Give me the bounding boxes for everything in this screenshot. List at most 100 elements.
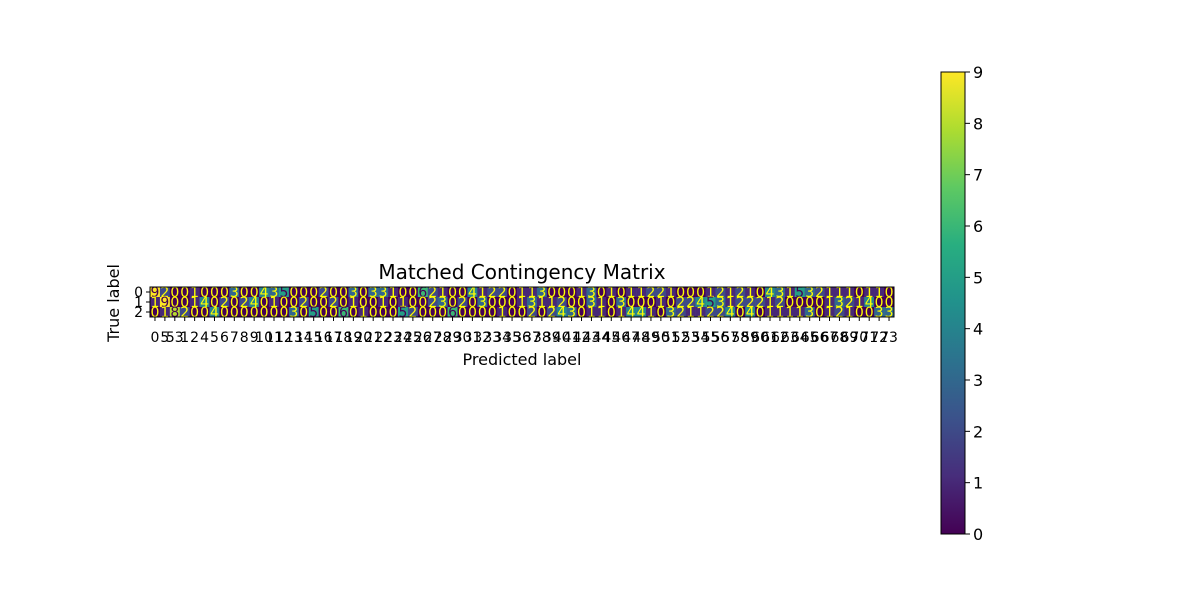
heatmap-cell-value: 0 <box>299 305 308 321</box>
x-tick-label: 0 <box>150 330 159 346</box>
heatmap-cell <box>308 297 319 308</box>
heatmap-cell-value: 1 <box>696 305 705 321</box>
heatmap-cell <box>735 297 746 308</box>
heatmap-cell <box>794 297 806 308</box>
heatmap-cell-value: 3 <box>716 295 725 311</box>
heatmap-cell-value: 0 <box>418 305 427 321</box>
heatmap-cell-value: 1 <box>438 285 447 301</box>
heatmap-cell <box>596 307 607 318</box>
heatmap-cell-value: 1 <box>845 305 854 321</box>
heatmap-cell <box>477 297 488 308</box>
x-tick-label: 46 <box>612 330 630 346</box>
heatmap-cell <box>765 287 776 298</box>
heatmap-cell-value: 0 <box>289 295 298 311</box>
heatmap-cell <box>229 297 240 308</box>
heatmap-cell <box>655 307 667 318</box>
colorbar-tick-label: 4 <box>973 320 983 339</box>
heatmap-cell-value: 8 <box>170 305 179 321</box>
x-tick-label: 2 <box>190 330 199 346</box>
heatmap-cell <box>695 307 706 318</box>
heatmap-cell <box>685 287 696 298</box>
heatmap-cell <box>437 287 448 298</box>
heatmap-cell <box>774 307 786 318</box>
heatmap-cell-value: 0 <box>210 285 219 301</box>
heatmap-cell-value: 2 <box>845 295 854 311</box>
x-tick-label: 37 <box>523 330 541 346</box>
heatmap-cell <box>566 287 577 298</box>
heatmap-cell <box>546 297 558 308</box>
heatmap-cell <box>526 307 538 318</box>
x-tick-label: 45 <box>602 330 620 346</box>
y-tick-label: 0 <box>134 285 143 301</box>
heatmap-cell-value: 0 <box>567 295 576 311</box>
heatmap-cell <box>417 307 429 318</box>
heatmap-cell-value: 1 <box>389 285 398 301</box>
heatmap-cell-value: 4 <box>557 305 566 321</box>
heatmap-cell-value: 1 <box>825 305 834 321</box>
heatmap-cell-value: 1 <box>855 295 864 311</box>
heatmap-cell-value: 0 <box>508 305 517 321</box>
heatmap-cell-value: 2 <box>686 295 695 311</box>
x-tick-label: 20 <box>354 330 372 346</box>
heatmap-cell <box>606 297 617 308</box>
heatmap-cell-value: 2 <box>716 285 725 301</box>
x-tick-label: 6 <box>220 330 229 346</box>
heatmap-cell <box>556 297 567 308</box>
heatmap-cell-value: 0 <box>190 305 199 321</box>
x-tick-label: 65 <box>801 330 819 346</box>
heatmap-cell-value: 3 <box>379 285 388 301</box>
heatmap-cell-value: 0 <box>279 305 288 321</box>
heatmap-cell-value: 1 <box>518 295 527 311</box>
heatmap-cell <box>774 297 786 308</box>
heatmap-cell-value: 0 <box>339 295 348 311</box>
colorbar-tick-label: 8 <box>973 114 983 133</box>
heatmap-cell-value: 2 <box>557 295 566 311</box>
heatmap-cell-value: 1 <box>398 295 407 311</box>
x-tick-label: 50 <box>652 330 670 346</box>
heatmap-cell <box>824 287 835 298</box>
heatmap-cell-value: 1 <box>666 285 675 301</box>
x-tick-label: 59 <box>741 330 759 346</box>
heatmap-cell <box>517 297 528 308</box>
heatmap-cell <box>864 307 875 318</box>
heatmap-cell <box>665 307 677 318</box>
heatmap-cell <box>249 307 260 318</box>
heatmap-cell-value: 1 <box>686 305 695 321</box>
heatmap-cell <box>318 307 329 318</box>
heatmap-cell <box>239 307 250 318</box>
heatmap-cell <box>546 287 558 298</box>
x-tick-label: 44 <box>592 330 610 346</box>
heatmap-cell <box>388 307 399 318</box>
heatmap-cell <box>298 297 310 308</box>
heatmap-cell <box>417 287 429 298</box>
x-axis-label: Predicted label <box>463 350 582 369</box>
heatmap-cell <box>239 297 250 308</box>
x-tick-label: 34 <box>493 330 511 346</box>
x-tick-label: 26 <box>414 330 432 346</box>
heatmap-cell <box>685 297 696 308</box>
heatmap-cell <box>556 307 567 318</box>
heatmap-cell <box>348 307 359 318</box>
heatmap-cell-value: 1 <box>597 305 606 321</box>
heatmap-cell-value: 4 <box>250 295 259 311</box>
heatmap-cell <box>298 307 310 318</box>
heatmap-cell <box>854 307 865 318</box>
heatmap-cell <box>259 307 270 318</box>
heatmap-cell <box>179 307 190 318</box>
heatmap-cell-value: 0 <box>329 285 338 301</box>
heatmap-cell-value: 1 <box>270 295 279 311</box>
heatmap-cell-value: 1 <box>150 295 159 311</box>
heatmap-cell-value: 3 <box>270 285 279 301</box>
heatmap-cell <box>427 287 438 298</box>
heatmap-cell <box>636 307 647 318</box>
heatmap-cell <box>646 287 657 298</box>
x-tick-label: 8 <box>240 330 249 346</box>
heatmap-cell-value: 0 <box>468 295 477 311</box>
heatmap-cell-value: 0 <box>359 285 368 301</box>
heatmap-cell <box>318 297 329 308</box>
heatmap-cell-value: 0 <box>398 285 407 301</box>
heatmap-cell <box>219 297 230 308</box>
heatmap-cell-value: 0 <box>230 295 239 311</box>
x-tick-label: 64 <box>791 330 809 346</box>
heatmap-cell <box>169 297 181 308</box>
